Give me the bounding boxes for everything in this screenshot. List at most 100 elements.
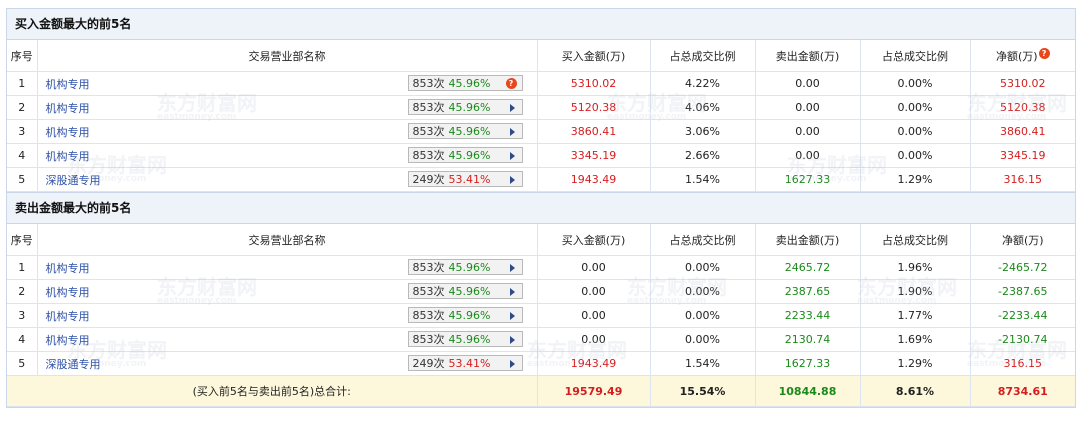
branch-stat-box[interactable]: 853次 45.96% bbox=[407, 331, 523, 347]
branch-name-link[interactable]: 深股通专用 bbox=[45, 173, 101, 187]
branch-name-link[interactable]: 机构专用 bbox=[45, 77, 90, 91]
buy-ratio: 0.00% bbox=[649, 279, 756, 304]
sell-amount: 0.00 bbox=[754, 119, 861, 144]
branch-name-cell: 机构专用 853次 45.96%? bbox=[36, 71, 538, 96]
buy-ratio: 0.00% bbox=[649, 255, 756, 280]
branch-name-link[interactable]: 机构专用 bbox=[45, 309, 90, 323]
row-index: 1 bbox=[7, 255, 38, 280]
row-index: 2 bbox=[7, 95, 38, 120]
total-sell-ratio: 8.61% bbox=[859, 375, 971, 407]
branch-name-link[interactable]: 深股通专用 bbox=[45, 357, 101, 371]
branch-name-cell: 机构专用 853次 45.96% bbox=[36, 95, 538, 120]
sell-amount: 2130.74 bbox=[754, 327, 861, 352]
buy-ratio: 2.66% bbox=[649, 143, 756, 168]
buy-amount: 3860.41 bbox=[536, 119, 651, 144]
branch-name-link[interactable]: 机构专用 bbox=[45, 333, 90, 347]
col-sell-amount: 卖出金额(万) bbox=[754, 224, 861, 256]
sell-ratio: 1.29% bbox=[859, 167, 971, 192]
expand-arrow-icon[interactable] bbox=[509, 104, 515, 112]
col-net-amount: 净额(万)? bbox=[969, 40, 1075, 72]
buy-ratio: 3.06% bbox=[649, 119, 756, 144]
win-rate: 45.96% bbox=[448, 333, 491, 346]
row-index: 4 bbox=[7, 327, 38, 352]
buy-amount: 1943.49 bbox=[536, 351, 651, 376]
branch-stat-box[interactable]: 853次 45.96% bbox=[407, 307, 523, 323]
listing-count: 249次 bbox=[412, 357, 445, 370]
buy-ratio: 4.22% bbox=[649, 71, 756, 96]
row-index: 5 bbox=[7, 167, 38, 192]
sell-ratio: 1.96% bbox=[859, 255, 971, 280]
total-buy-amount: 19579.49 bbox=[536, 375, 651, 407]
expand-arrow-icon[interactable] bbox=[509, 176, 515, 184]
table-row: 3 机构专用 853次 45.96% 0.00 0.00% 2233.44 1.77% -223… bbox=[7, 303, 1075, 328]
net-amount: 3345.19 bbox=[969, 143, 1075, 168]
branch-stat-box[interactable]: 853次 45.96% bbox=[407, 283, 523, 299]
table-row: 2 机构专用 853次 45.96% 0.00 0.00% 2387.65 1.90% -238… bbox=[7, 279, 1075, 304]
row-index: 4 bbox=[7, 143, 38, 168]
table-row: 2 机构专用 853次 45.96% 5120.38 4.06% 0.00 0.00% 5120… bbox=[7, 95, 1075, 120]
total-net-amount: 8734.61 bbox=[969, 375, 1075, 407]
branch-stat-box[interactable]: 853次 45.96% bbox=[407, 99, 523, 115]
branch-name-link[interactable]: 机构专用 bbox=[45, 285, 90, 299]
net-amount: -2465.72 bbox=[969, 255, 1075, 280]
col-branch-name: 交易营业部名称 bbox=[36, 40, 538, 72]
expand-arrow-icon[interactable] bbox=[509, 312, 515, 320]
table-row: 1 机构专用 853次 45.96% 0.00 0.00% 2465.72 1.96% -246… bbox=[7, 255, 1075, 280]
net-help-icon[interactable]: ? bbox=[1038, 47, 1050, 59]
win-rate: 53.41% bbox=[448, 173, 491, 186]
sell-amount: 1627.33 bbox=[754, 167, 861, 192]
listing-count: 853次 bbox=[412, 77, 445, 90]
listing-count: 853次 bbox=[412, 149, 445, 162]
branch-stat-box[interactable]: 853次 45.96%? bbox=[407, 75, 523, 91]
branch-stat-box[interactable]: 249次 53.41% bbox=[407, 171, 523, 187]
branch-stat-box[interactable]: 853次 45.96% bbox=[407, 259, 523, 275]
branch-name-cell: 机构专用 853次 45.96% bbox=[36, 255, 538, 280]
branch-name-link[interactable]: 机构专用 bbox=[45, 125, 90, 139]
total-row: (买入前5名与卖出前5名)总合计: 19579.49 15.54% 10844.… bbox=[7, 375, 1075, 407]
sell-amount: 1627.33 bbox=[754, 351, 861, 376]
branch-stat-box[interactable]: 249次 53.41% bbox=[407, 355, 523, 371]
buy-amount: 0.00 bbox=[536, 255, 651, 280]
branch-name-link[interactable]: 机构专用 bbox=[45, 101, 90, 115]
help-icon[interactable]: ? bbox=[505, 78, 517, 89]
branch-name-cell: 机构专用 853次 45.96% bbox=[36, 119, 538, 144]
expand-arrow-icon[interactable] bbox=[509, 128, 515, 136]
table-row: 1 机构专用 853次 45.96%? 5310.02 4.22% 0.00 0.00% 531… bbox=[7, 71, 1075, 96]
table-row: 4 机构专用 853次 45.96% 3345.19 2.66% 0.00 0.00% 3345… bbox=[7, 143, 1075, 168]
table-row: 4 机构专用 853次 45.96% 0.00 0.00% 2130.74 1.69% -213… bbox=[7, 327, 1075, 352]
total-label: (买入前5名与卖出前5名)总合计: bbox=[7, 375, 538, 407]
col-sell-amount: 卖出金额(万) bbox=[754, 40, 861, 72]
expand-arrow-icon[interactable] bbox=[509, 264, 515, 272]
branch-name-link[interactable]: 机构专用 bbox=[45, 149, 90, 163]
branch-name-cell: 深股通专用 249次 53.41% bbox=[36, 351, 538, 376]
listing-count: 853次 bbox=[412, 309, 445, 322]
branch-name-cell: 深股通专用 249次 53.41% bbox=[36, 167, 538, 192]
buy-ratio: 1.54% bbox=[649, 167, 756, 192]
expand-arrow-icon[interactable] bbox=[509, 152, 515, 160]
buy-ratio: 0.00% bbox=[649, 327, 756, 352]
listing-count: 853次 bbox=[412, 285, 445, 298]
buy-ratio: 1.54% bbox=[649, 351, 756, 376]
col-net-amount: 净额(万) bbox=[969, 224, 1075, 256]
col-buy-amount: 买入金额(万) bbox=[536, 40, 651, 72]
net-amount: 316.15 bbox=[969, 351, 1075, 376]
expand-arrow-icon[interactable] bbox=[509, 336, 515, 344]
sell-amount: 2233.44 bbox=[754, 303, 861, 328]
win-rate: 45.96% bbox=[448, 125, 491, 138]
branch-stat-box[interactable]: 853次 45.96% bbox=[407, 123, 523, 139]
lhb-container: 买入金额最大的前5名 序号 交易营业部名称 买入金额(万) 占总成交比例 卖出金… bbox=[6, 8, 1076, 408]
buy-amount: 1943.49 bbox=[536, 167, 651, 192]
total-sell-amount: 10844.88 bbox=[754, 375, 861, 407]
branch-stat-box[interactable]: 853次 45.96% bbox=[407, 147, 523, 163]
buy-amount: 5310.02 bbox=[536, 71, 651, 96]
branch-name-link[interactable]: 机构专用 bbox=[45, 261, 90, 275]
branch-name-cell: 机构专用 853次 45.96% bbox=[36, 303, 538, 328]
net-amount: -2387.65 bbox=[969, 279, 1075, 304]
sell-amount: 2387.65 bbox=[754, 279, 861, 304]
buy-ratio: 0.00% bbox=[649, 303, 756, 328]
expand-arrow-icon[interactable] bbox=[509, 288, 515, 296]
expand-arrow-icon[interactable] bbox=[509, 360, 515, 368]
win-rate: 45.96% bbox=[448, 285, 491, 298]
branch-name-cell: 机构专用 853次 45.96% bbox=[36, 143, 538, 168]
win-rate: 45.96% bbox=[448, 261, 491, 274]
